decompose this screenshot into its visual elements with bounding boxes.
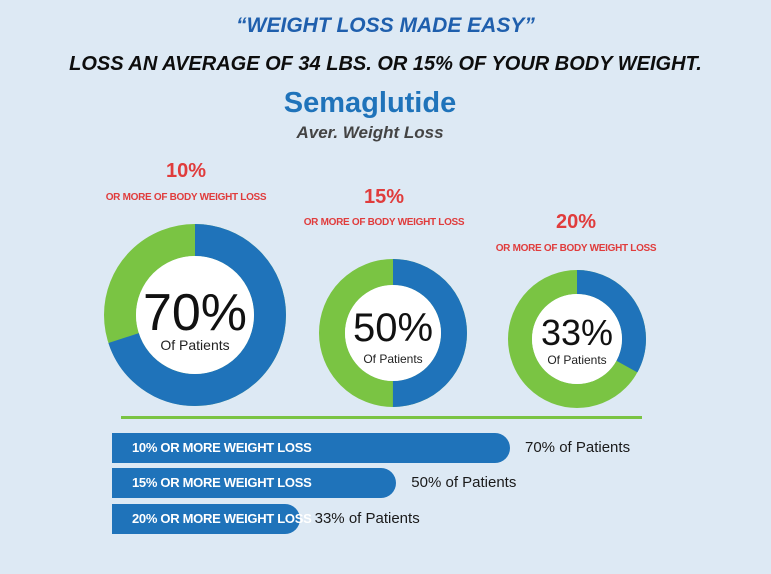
donut-2-caption: Of Patients xyxy=(363,352,422,366)
divider xyxy=(121,416,642,419)
tier-2-desc: OR MORE OF BODY WEIGHT LOSS xyxy=(303,217,465,228)
tier-1-threshold: 10% xyxy=(165,160,207,182)
bar-label: 15% OR MORE WEIGHT LOSS xyxy=(132,475,312,490)
tier-3-desc: OR MORE OF BODY WEIGHT LOSS xyxy=(495,243,657,254)
bar-value: 70% of Patients xyxy=(525,439,631,456)
donut-3-value-label: 33% xyxy=(541,312,613,353)
bar-15-percent: 15% OR MORE WEIGHT LOSS xyxy=(112,468,397,498)
donut-3-value-arc xyxy=(508,270,646,408)
bar-20-percent: 20% OR MORE WEIGHT LOSS xyxy=(112,504,312,534)
tier-2-threshold: 15% xyxy=(363,186,405,208)
donut-2-center xyxy=(345,285,441,381)
headline: LOSS AN AVERAGE OF 34 LBS. OR 15% OF YOU… xyxy=(69,53,702,75)
donut-1-center xyxy=(136,256,254,374)
bar-label: 20% OR MORE WEIGHT LOSS xyxy=(132,511,312,526)
bar-label: 10% OR MORE WEIGHT LOSS xyxy=(132,440,312,455)
bar-value: 50% of Patients xyxy=(411,474,517,491)
donut-1-value-arc xyxy=(104,224,286,406)
bar-value: 33% of Patients xyxy=(314,510,420,527)
chart-subtitle: Aver. Weight Loss xyxy=(296,123,444,142)
donut-3-caption: Of Patients xyxy=(547,353,606,367)
tier-1-desc: OR MORE OF BODY WEIGHT LOSS xyxy=(105,192,267,203)
donut-1-value-label: 70% xyxy=(143,284,247,342)
chart-title: Semaglutide xyxy=(283,87,457,119)
tier-3-threshold: 20% xyxy=(555,211,597,233)
donut-1-caption: Of Patients xyxy=(160,337,229,353)
tagline: “WEIGHT LOSS MADE EASY” xyxy=(236,14,535,37)
donut-2-value-label: 50% xyxy=(353,306,433,350)
bar-10-percent: 10% OR MORE WEIGHT LOSS xyxy=(112,433,510,463)
donut-2-value-arc xyxy=(319,259,467,407)
donut-3-center xyxy=(532,294,622,384)
